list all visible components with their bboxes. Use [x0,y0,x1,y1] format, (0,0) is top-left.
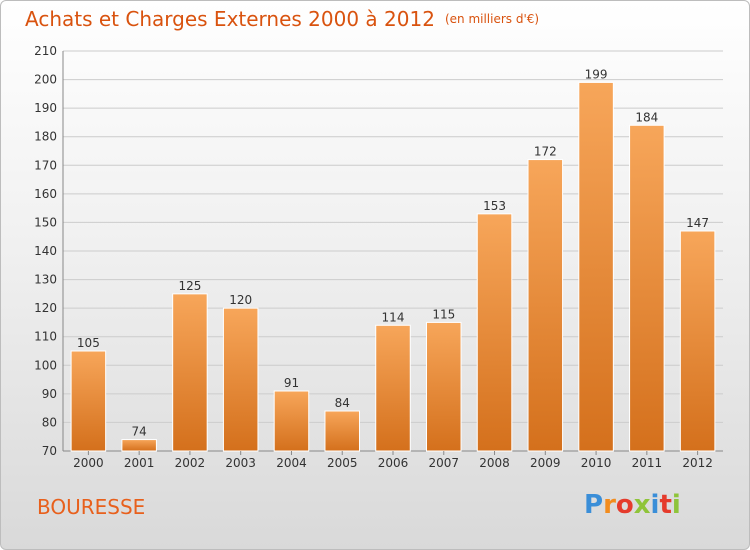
chart-title-text: Achats et Charges Externes 2000 à 2012 [25,7,435,31]
y-tick-label: 150 [34,215,57,229]
y-tick-label: 200 [34,73,57,87]
data-label-2003: 120 [229,293,252,307]
bar-2004 [273,390,310,452]
x-tick-label-2008: 2008 [479,456,510,470]
data-label-2004: 91 [284,376,299,390]
bar-2008 [476,213,513,452]
y-tick-label: 160 [34,187,57,201]
proxiti-logo: Proxiti [584,490,681,520]
x-tick-label-2002: 2002 [175,456,206,470]
x-tick-label-2010: 2010 [581,456,612,470]
x-tick-label-2004: 2004 [276,456,307,470]
y-tick-label: 210 [34,44,57,58]
x-tick-label-2006: 2006 [378,456,409,470]
x-tick-label-2009: 2009 [530,456,561,470]
chart-title: Achats et Charges Externes 2000 à 2012 (e… [25,7,539,31]
y-tick-label: 120 [34,301,57,315]
y-tick-label: 110 [34,330,57,344]
y-tick-label: 130 [34,273,57,287]
y-tick-label: 100 [34,358,57,372]
bar-2006 [375,324,411,452]
bar-2003 [222,307,259,452]
bar-2011 [629,124,665,452]
y-tick-label: 80 [42,415,57,429]
x-tick-label-2007: 2007 [428,456,459,470]
data-label-2009: 172 [534,145,557,159]
y-tick-label: 90 [42,387,57,401]
data-label-2005: 84 [335,396,350,410]
bar-2007 [426,321,462,452]
x-tick-label-2001: 2001 [124,456,155,470]
y-tick-label: 180 [34,130,57,144]
x-tick-label-2012: 2012 [682,456,713,470]
y-tick-label: 140 [34,244,57,258]
commune-name: BOURESSE [37,495,146,519]
y-tick-label: 190 [34,101,57,115]
y-tick-label: 170 [34,158,57,172]
x-tick-label-2011: 2011 [632,456,663,470]
bar-2002 [172,293,208,452]
bar-2000 [70,350,107,452]
data-label-2008: 153 [483,199,506,213]
chart-unit: (en milliers d'€) [444,12,540,26]
data-label-2006: 114 [382,310,405,324]
data-label-2001: 74 [132,425,147,439]
bar-2012 [679,230,716,452]
x-tick-label-2003: 2003 [225,456,256,470]
bar-2001 [121,439,157,452]
data-label-2012: 147 [686,216,709,230]
bar-2009 [527,159,564,452]
data-label-2007: 115 [432,307,455,321]
x-tick-label-2000: 2000 [73,456,104,470]
data-label-2002: 125 [178,279,201,293]
data-label-2010: 199 [585,67,608,81]
data-label-2000: 105 [77,336,100,350]
bar-2010 [578,81,614,452]
x-tick-label-2005: 2005 [327,456,358,470]
y-tick-label: 70 [42,444,57,458]
data-label-2011: 184 [635,110,658,124]
bar-2005 [324,410,360,452]
